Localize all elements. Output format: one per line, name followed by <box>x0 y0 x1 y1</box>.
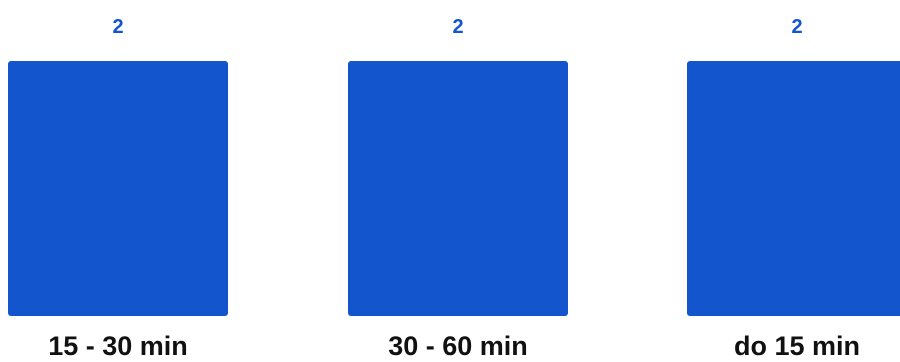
bar-value-label-2: 2 <box>452 16 463 38</box>
bars-layer <box>8 61 900 316</box>
bar-1 <box>8 61 228 316</box>
category-label-3: do 15 min <box>734 331 860 361</box>
category-labels-layer: 15 - 30 min 30 - 60 min do 15 min <box>48 331 860 361</box>
bar-value-label-3: 2 <box>791 16 802 38</box>
category-label-2: 30 - 60 min <box>388 331 528 361</box>
category-label-1: 15 - 30 min <box>48 331 188 361</box>
bar-3 <box>687 61 900 316</box>
bar-value-label-1: 2 <box>112 16 123 38</box>
bar-2 <box>348 61 568 316</box>
value-labels-layer: 2 2 2 <box>112 16 802 38</box>
